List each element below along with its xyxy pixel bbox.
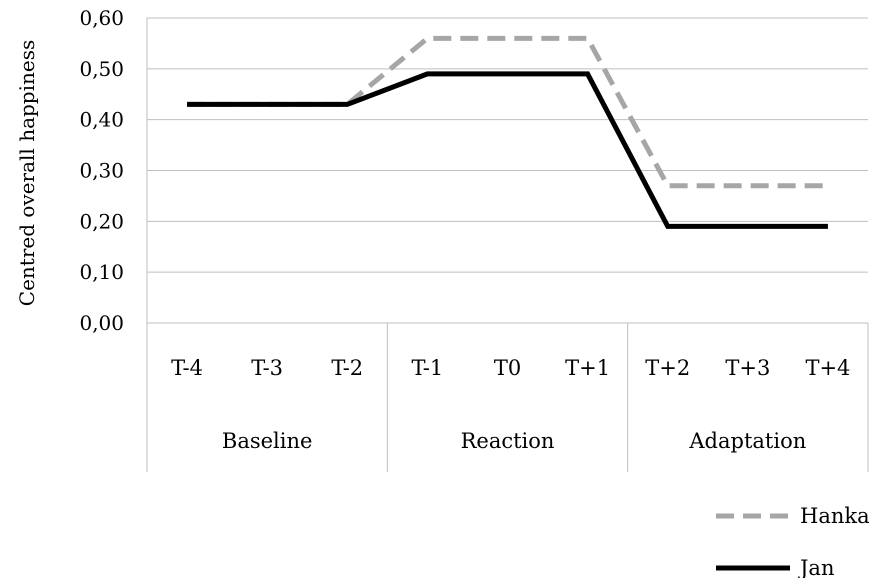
y-tick-label: 0,60 [79, 6, 124, 30]
y-tick-label: 0,50 [79, 57, 124, 81]
y-tick-labels: 0,00 0,10 0,20 0,30 0,40 0,50 0,60 [79, 6, 124, 335]
axes [146, 18, 869, 472]
y-tick-label: 0,10 [79, 260, 124, 284]
x-tick-labels: T-4 T-3 T-2 T-1 T0 T+1 T+2 T+3 T+4 [171, 356, 850, 380]
y-axis-label: Centred overall happiness [15, 40, 39, 306]
x-tick-label: T-2 [331, 356, 363, 380]
series-line-jan [187, 71, 828, 229]
y-tick-label: 0,30 [79, 159, 124, 183]
x-tick-label: T+2 [645, 356, 690, 380]
group-label: Reaction [461, 429, 555, 453]
group-label: Adaptation [688, 429, 806, 453]
x-tick-label: T+3 [725, 356, 770, 380]
series-line-hanka [187, 35, 828, 189]
legend-label: Jan [798, 556, 834, 578]
gridlines [147, 17, 868, 273]
y-tick-label: 0,00 [79, 311, 124, 335]
x-tick-label: T0 [494, 356, 521, 380]
legend: Hanka Jan [716, 504, 870, 578]
y-tick-label: 0,40 [79, 108, 124, 132]
x-tick-label: T+4 [805, 356, 850, 380]
group-label: Baseline [222, 429, 313, 453]
x-tick-label: T+1 [565, 356, 610, 380]
x-tick-label: T-3 [251, 356, 283, 380]
group-labels: Baseline Reaction Adaptation [222, 323, 806, 472]
legend-label: Hanka [800, 504, 870, 528]
x-tick-label: T-4 [171, 356, 203, 380]
y-tick-label: 0,20 [79, 209, 124, 233]
x-tick-label: T-1 [412, 356, 444, 380]
series-lines [187, 35, 828, 229]
